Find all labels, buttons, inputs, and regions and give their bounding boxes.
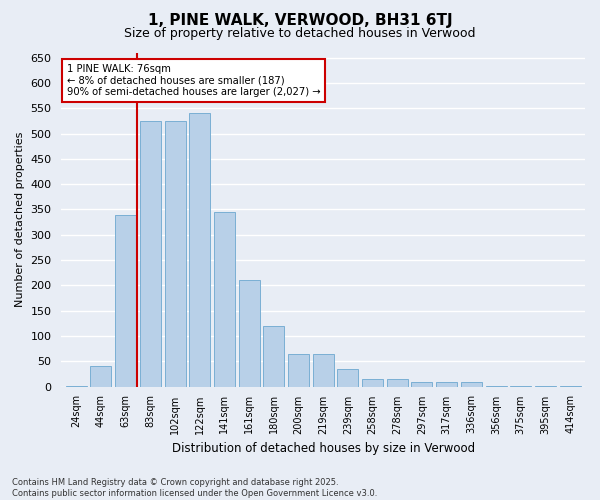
Bar (164, 121, 185, 386)
Text: 1, PINE WALK, VERWOOD, BH31 6TJ: 1, PINE WALK, VERWOOD, BH31 6TJ (148, 12, 452, 28)
Bar (387, 379, 408, 386)
Bar (313, 354, 334, 386)
Bar (337, 369, 358, 386)
Text: 1 PINE WALK: 76sqm
← 8% of detached houses are smaller (187)
90% of semi-detache: 1 PINE WALK: 76sqm ← 8% of detached hous… (67, 64, 320, 98)
X-axis label: Distribution of detached houses by size in Verwood: Distribution of detached houses by size … (172, 442, 475, 455)
Bar (239, 280, 260, 386)
Bar (436, 382, 457, 386)
Bar (263, 326, 284, 386)
Bar (362, 379, 383, 386)
Bar (461, 382, 482, 386)
Bar (189, 114, 210, 386)
Bar (91, 366, 112, 386)
Bar (412, 382, 433, 386)
Bar (140, 121, 161, 386)
Bar (214, 212, 235, 386)
Bar (115, 214, 136, 386)
Text: Contains HM Land Registry data © Crown copyright and database right 2025.
Contai: Contains HM Land Registry data © Crown c… (12, 478, 377, 498)
Bar (288, 354, 309, 386)
Y-axis label: Number of detached properties: Number of detached properties (15, 132, 25, 308)
Text: Size of property relative to detached houses in Verwood: Size of property relative to detached ho… (124, 28, 476, 40)
